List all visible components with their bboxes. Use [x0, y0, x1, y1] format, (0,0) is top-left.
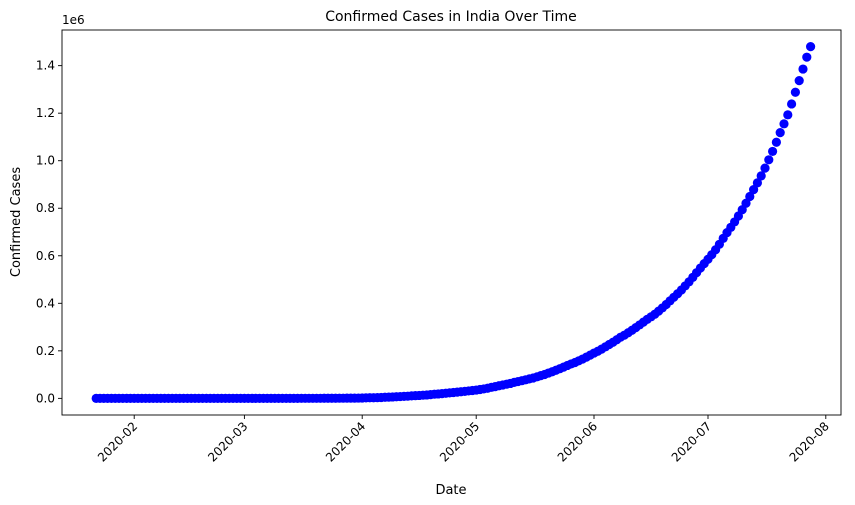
x-tick-label: 2020-02 [95, 419, 140, 464]
data-point [798, 64, 808, 74]
data-point [760, 163, 770, 173]
y-axis: 0.0 0.2 0.4 0.6 0.8 1.0 1.2 1.4 [36, 59, 62, 405]
data-point [771, 137, 782, 147]
data-points [91, 42, 816, 403]
x-tick-label: 2020-04 [323, 419, 368, 464]
data-point [768, 146, 778, 157]
x-tick-label: 2020-03 [205, 419, 250, 464]
data-point [802, 52, 812, 62]
chart-title: Confirmed Cases in India Over Time [325, 9, 577, 25]
data-point [756, 171, 766, 181]
data-point [794, 76, 804, 86]
x-axis-label: Date [435, 483, 466, 498]
data-point [745, 191, 755, 202]
y-axis-label: Confirmed Cases [9, 167, 24, 277]
data-point [779, 119, 789, 129]
x-tick-label: 2020-06 [555, 419, 600, 464]
plot-area [61, 29, 842, 416]
y-tick-label: 1.2 [36, 106, 55, 120]
y-tick-label: 0.0 [36, 391, 55, 405]
data-point [775, 128, 785, 138]
data-point [806, 42, 816, 52]
data-point [749, 185, 759, 195]
y-tick-label: 0.2 [36, 344, 55, 358]
data-point [790, 87, 801, 97]
x-tick-label: 2020-07 [669, 419, 714, 464]
data-point [741, 198, 751, 208]
data-point [783, 110, 793, 120]
data-point [752, 178, 763, 188]
y-tick-label: 1.0 [36, 154, 55, 168]
y-tick-label: 0.6 [36, 249, 55, 263]
data-point [764, 155, 774, 165]
y-offset-label: 1e6 [62, 13, 85, 27]
y-tick-label: 0.4 [36, 296, 55, 310]
plot-frame [61, 29, 842, 416]
y-tick-label: 0.8 [36, 201, 55, 215]
data-point [787, 99, 797, 109]
y-tick-label: 1.4 [36, 59, 55, 73]
x-tick-label: 2020-05 [437, 419, 482, 464]
x-tick-label: 2020-08 [787, 419, 832, 464]
x-axis: 2020-02 2020-03 2020-04 2020-05 2020-06 2020-… [95, 415, 832, 465]
